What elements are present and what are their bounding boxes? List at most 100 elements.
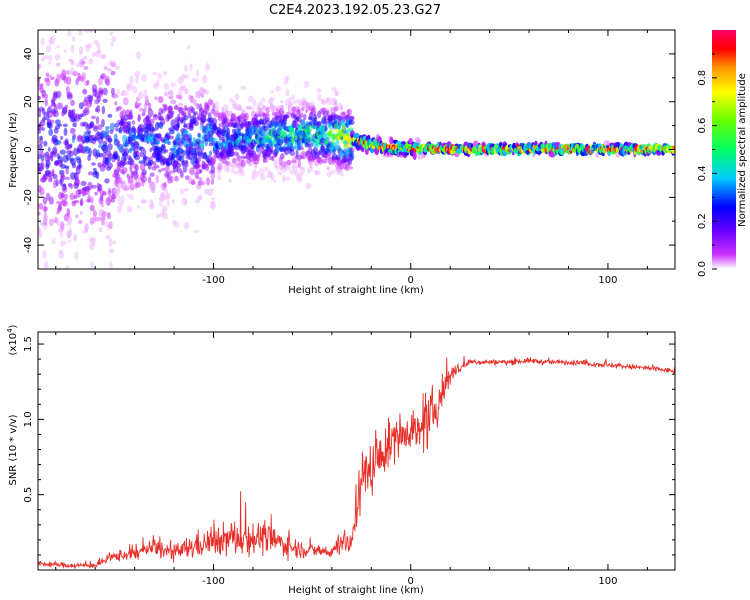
heatmap-cell — [71, 108, 76, 115]
heatmap-cell — [210, 201, 216, 210]
heatmap-cell — [50, 35, 56, 45]
heatmap-cell — [62, 240, 67, 246]
heatmap-cell — [52, 303, 56, 308]
heatmap-cell — [45, 162, 50, 170]
heatmap-cell — [214, 101, 219, 107]
spectrogram-heatmap — [38, 9, 675, 308]
heatmap-cell — [67, 239, 72, 243]
heatmap-cell — [326, 136, 330, 143]
heatmap-cell — [114, 65, 121, 70]
heatmap-cell — [165, 165, 170, 172]
spectrogram-ticks: -100 0 100 -40 -20 0 20 40 — [23, 30, 675, 286]
heatmap-cell — [73, 237, 77, 242]
heatmap-cell — [87, 171, 94, 176]
heatmap-cell — [266, 106, 270, 113]
heatmap-cell — [59, 231, 64, 238]
heatmap-cell — [76, 9, 80, 15]
colorbar-tick-label: 0.6 — [697, 118, 708, 134]
heatmap-cell — [115, 127, 119, 132]
heatmap-cell — [170, 175, 174, 183]
heatmap-cell — [95, 285, 99, 290]
heatmap-cell — [109, 261, 113, 269]
heatmap-cell — [139, 123, 144, 129]
heatmap-cell — [43, 140, 48, 147]
heatmap-cell — [184, 198, 188, 206]
heatmap-cell — [99, 189, 104, 198]
heatmap-cell — [141, 74, 147, 82]
y-tick-label: 1.5 — [23, 336, 34, 352]
heatmap-cell — [168, 135, 174, 140]
heatmap-cell — [48, 55, 53, 61]
heatmap-cell — [147, 176, 152, 184]
heatmap-cell — [314, 170, 321, 176]
heatmap-cell — [57, 102, 63, 110]
heatmap-cell — [178, 155, 185, 163]
snr-ticks: -100 0 100 0.5 1.0 1.5 — [23, 332, 675, 587]
heatmap-cell — [335, 154, 342, 161]
heatmap-cell — [110, 61, 116, 68]
heatmap-cell — [129, 177, 134, 185]
heatmap-ridge-cell — [385, 144, 388, 149]
heatmap-cell — [286, 75, 290, 82]
heatmap-cell — [48, 128, 54, 136]
heatmap-cell — [112, 153, 118, 160]
heatmap-cell — [189, 63, 193, 72]
heatmap-cell — [182, 164, 188, 173]
heatmap-cell — [335, 91, 340, 96]
heatmap-cell — [285, 88, 290, 97]
heatmap-cell — [279, 100, 285, 104]
heatmap-cell — [279, 113, 285, 121]
heatmap-cell — [595, 151, 599, 158]
x-tick-label: -100 — [202, 576, 225, 587]
heatmap-cell — [277, 171, 283, 176]
heatmap-cell — [247, 120, 251, 126]
heatmap-cell — [55, 90, 62, 99]
heatmap-cell — [296, 98, 302, 104]
heatmap-cell — [129, 75, 134, 84]
heatmap-cell — [261, 97, 266, 102]
heatmap-cell — [144, 99, 149, 104]
heatmap-cell — [110, 87, 115, 96]
y-tick-label: 0 — [23, 146, 34, 152]
heatmap-cell — [66, 76, 72, 85]
heatmap-cell — [160, 191, 165, 197]
heatmap-cell — [78, 160, 82, 169]
heatmap-cell — [56, 217, 60, 226]
heatmap-cell — [291, 136, 295, 143]
heatmap-cell — [80, 180, 87, 186]
heatmap-cell — [206, 177, 210, 186]
heatmap-cell — [166, 161, 171, 167]
heatmap-cell — [67, 30, 72, 37]
colorbar-ticks: 0.0 0.2 0.4 0.6 0.8 — [697, 53, 717, 277]
heatmap-cell — [102, 98, 108, 103]
heatmap-cell — [166, 199, 170, 207]
heatmap-cell — [178, 107, 182, 112]
heatmap-cell — [403, 152, 410, 156]
heatmap-cell — [95, 116, 100, 125]
heatmap-cell — [112, 16, 115, 23]
heatmap-cell — [72, 70, 79, 77]
heatmap-cell — [55, 178, 59, 187]
colorbar-tick-label: 0.4 — [697, 165, 708, 181]
heatmap-cell — [53, 148, 58, 158]
heatmap-cell — [66, 215, 73, 224]
heatmap-cell — [248, 95, 254, 103]
heatmap-cell — [136, 142, 140, 147]
heatmap-cell — [88, 147, 92, 157]
heatmap-cell — [50, 76, 55, 81]
heatmap-cell — [87, 181, 93, 191]
heatmap-cell — [141, 112, 146, 117]
heatmap-cell — [210, 187, 214, 192]
heatmap-cell — [412, 151, 417, 161]
heatmap-cell — [47, 147, 51, 152]
heatmap-cell — [87, 42, 93, 49]
heatmap-cell — [40, 155, 44, 163]
heatmap-cell — [244, 112, 249, 121]
heatmap-cell — [267, 169, 271, 178]
heatmap-cell — [98, 227, 103, 232]
heatmap-cell — [55, 139, 62, 145]
heatmap-cell — [151, 72, 158, 76]
heatmap-cell — [39, 147, 44, 157]
heatmap-cell — [266, 143, 270, 151]
heatmap-cell — [215, 105, 219, 111]
